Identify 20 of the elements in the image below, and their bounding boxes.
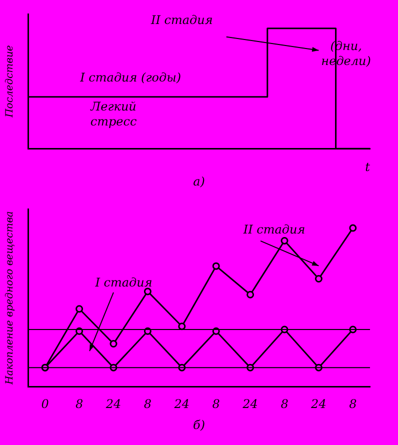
x-axis-title: t	[365, 160, 370, 174]
x-tick-label: 24	[242, 396, 258, 411]
y-axis-title: Последствие	[4, 45, 16, 118]
x-tick-label: 24	[173, 396, 190, 411]
annotation: I стадия (годы)	[79, 70, 182, 85]
x-tick-label: 8	[144, 396, 152, 411]
text: б)	[192, 418, 206, 432]
text: II стадия	[150, 12, 213, 27]
y-axis-title: Накопление вредного вещества	[4, 211, 16, 386]
x-tick-label: 0	[41, 396, 50, 411]
x-tick-label: 24	[310, 396, 326, 411]
annotation: I стадия	[94, 276, 152, 290]
annotation: Легкий стресс	[90, 100, 137, 129]
x-tick-label: 8	[75, 396, 84, 411]
x-tick-label: 8	[349, 396, 358, 411]
x-tick-label: 8	[212, 396, 220, 411]
annotation: II стадия	[242, 222, 306, 236]
x-tick-label: 24	[104, 396, 122, 411]
x-tick-label: 8	[280, 396, 289, 411]
text: а)	[193, 174, 206, 188]
